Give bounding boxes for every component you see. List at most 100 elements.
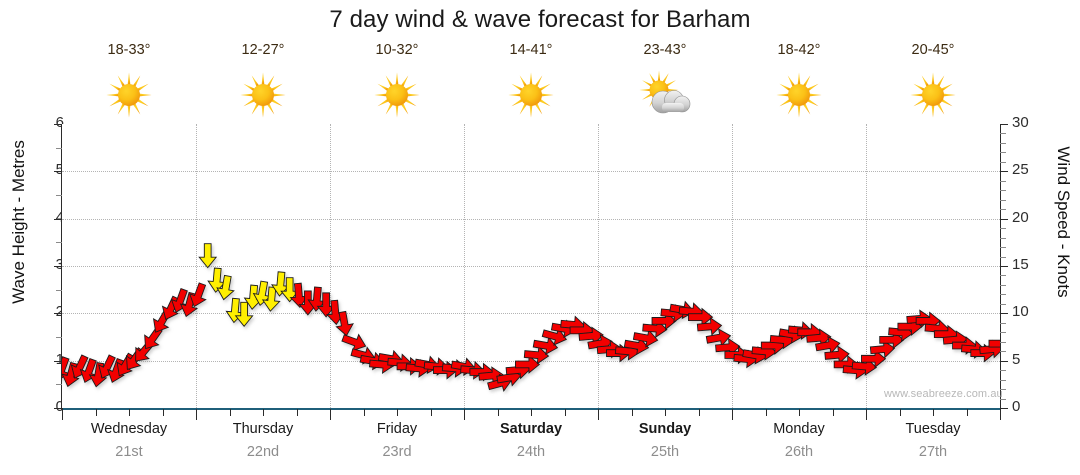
day-name-friday: Friday bbox=[376, 421, 418, 437]
left-axis-tick bbox=[54, 171, 62, 173]
right-axis-minor-tick bbox=[1000, 294, 1006, 296]
temperature-range-thursday: 12-27° bbox=[241, 42, 285, 58]
time-tick bbox=[598, 409, 599, 420]
right-axis-minor-tick bbox=[1000, 351, 1006, 353]
left-axis-tick-label: 0 bbox=[55, 398, 64, 415]
temperature-range-tuesday: 20-45° bbox=[911, 42, 955, 58]
time-tick bbox=[866, 409, 867, 420]
time-tick bbox=[1000, 409, 1001, 420]
left-axis-minor-tick bbox=[56, 384, 62, 386]
time-tick bbox=[732, 409, 733, 420]
right-axis-minor-tick bbox=[1000, 370, 1006, 372]
day-divider-gridline bbox=[732, 124, 733, 408]
sunny-icon bbox=[732, 70, 866, 122]
temperature-range-wednesday: 18-33° bbox=[107, 42, 151, 58]
right-axis-minor-tick bbox=[1000, 256, 1006, 258]
time-tick bbox=[765, 409, 767, 416]
time-tick bbox=[665, 409, 666, 416]
right-axis-minor-tick bbox=[1000, 284, 1006, 286]
sunny-icon bbox=[464, 70, 598, 122]
day-divider-gridline bbox=[464, 124, 465, 408]
day-name-thursday: Thursday bbox=[232, 421, 294, 437]
left-axis-tick bbox=[54, 360, 62, 362]
right-axis-tick-label: 10 bbox=[1012, 303, 1029, 321]
wind-arrow bbox=[261, 286, 281, 312]
horizontal-gridline bbox=[62, 266, 1000, 267]
time-tick bbox=[564, 409, 566, 416]
day-name-sunday: Sunday bbox=[638, 421, 692, 437]
right-axis-minor-tick bbox=[1000, 228, 1006, 230]
time-tick bbox=[933, 409, 934, 416]
right-axis-minor-tick bbox=[1000, 209, 1006, 211]
right-axis-minor-tick bbox=[1000, 190, 1006, 192]
horizontal-gridline bbox=[62, 313, 1000, 315]
wind-arrow bbox=[988, 334, 1000, 354]
right-axis-tick bbox=[1000, 360, 1008, 362]
day-date-wednesday: 21st bbox=[115, 444, 143, 460]
left-axis-tick bbox=[54, 313, 62, 315]
time-tick bbox=[330, 409, 331, 420]
right-axis-tick bbox=[1000, 408, 1008, 409]
time-tick bbox=[129, 409, 130, 416]
sunny-icon bbox=[62, 70, 196, 122]
time-tick bbox=[229, 409, 231, 416]
day-divider-gridline bbox=[598, 124, 599, 408]
right-axis-minor-tick bbox=[1000, 389, 1006, 391]
right-axis-minor-tick bbox=[1000, 303, 1006, 305]
right-axis-tick bbox=[1000, 313, 1008, 315]
right-axis-minor-tick bbox=[1000, 322, 1006, 324]
right-axis-tick bbox=[1000, 266, 1008, 267]
right-axis-minor-tick bbox=[1000, 152, 1006, 154]
time-tick bbox=[698, 409, 700, 416]
right-axis-tick bbox=[1000, 171, 1008, 173]
day-name-tuesday: Tuesday bbox=[905, 421, 961, 437]
temperature-range-monday: 18-42° bbox=[777, 42, 821, 58]
day-date-tuesday: 27th bbox=[918, 444, 948, 460]
right-axis-minor-tick bbox=[1000, 275, 1006, 277]
time-tick bbox=[799, 409, 800, 416]
right-axis-minor-tick bbox=[1000, 161, 1006, 163]
left-axis-tick-label: 2 bbox=[55, 303, 64, 321]
time-tick bbox=[196, 409, 197, 420]
left-axis-tick bbox=[54, 408, 62, 409]
day-name-monday: Monday bbox=[773, 421, 825, 437]
right-axis-tick-label: 20 bbox=[1012, 208, 1029, 226]
time-tick bbox=[899, 409, 901, 416]
left-axis-tick bbox=[54, 266, 62, 267]
sunny-icon bbox=[866, 70, 1000, 122]
wind-arrow bbox=[696, 317, 723, 336]
temperature-range-friday: 10-32° bbox=[375, 42, 419, 58]
temperature-range-sunday: 23-43° bbox=[643, 42, 687, 58]
left-axis-tick-label: 6 bbox=[55, 114, 64, 131]
sunny-icon bbox=[330, 70, 464, 122]
right-axis-minor-tick bbox=[1000, 247, 1006, 249]
left-axis-tick-label: 1 bbox=[55, 350, 64, 368]
horizontal-gridline bbox=[62, 171, 1000, 173]
wind-arrow bbox=[198, 243, 218, 269]
watermark: www.seabreeze.com.au bbox=[884, 388, 1003, 400]
time-tick bbox=[430, 409, 432, 416]
day-divider-gridline bbox=[866, 124, 867, 408]
left-axis-minor-tick bbox=[56, 147, 62, 149]
wind-arrow-series bbox=[62, 243, 1000, 392]
left-axis-tick-label: 5 bbox=[55, 161, 64, 179]
sunny-icon bbox=[196, 70, 330, 122]
right-axis-tick-label: 30 bbox=[1012, 114, 1029, 131]
time-tick bbox=[397, 409, 398, 416]
right-axis-minor-tick bbox=[1000, 341, 1006, 343]
left-axis-minor-tick bbox=[56, 242, 62, 244]
time-tick bbox=[497, 409, 499, 416]
right-axis-tick-label: 5 bbox=[1012, 350, 1021, 368]
time-tick bbox=[832, 409, 834, 416]
time-tick bbox=[62, 409, 63, 420]
day-date-thursday: 22nd bbox=[246, 444, 280, 460]
wind-arrow bbox=[234, 301, 254, 328]
left-axis-title: Wave Height - Metres bbox=[9, 140, 28, 304]
left-axis-minor-tick bbox=[56, 337, 62, 338]
time-tick bbox=[966, 409, 968, 416]
wind-arrow bbox=[335, 310, 354, 337]
right-axis-minor-tick bbox=[1000, 379, 1006, 381]
left-axis-tick-label: 4 bbox=[55, 208, 64, 226]
right-axis-tick-label: 0 bbox=[1012, 398, 1021, 415]
day-name-wednesday: Wednesday bbox=[90, 421, 168, 437]
